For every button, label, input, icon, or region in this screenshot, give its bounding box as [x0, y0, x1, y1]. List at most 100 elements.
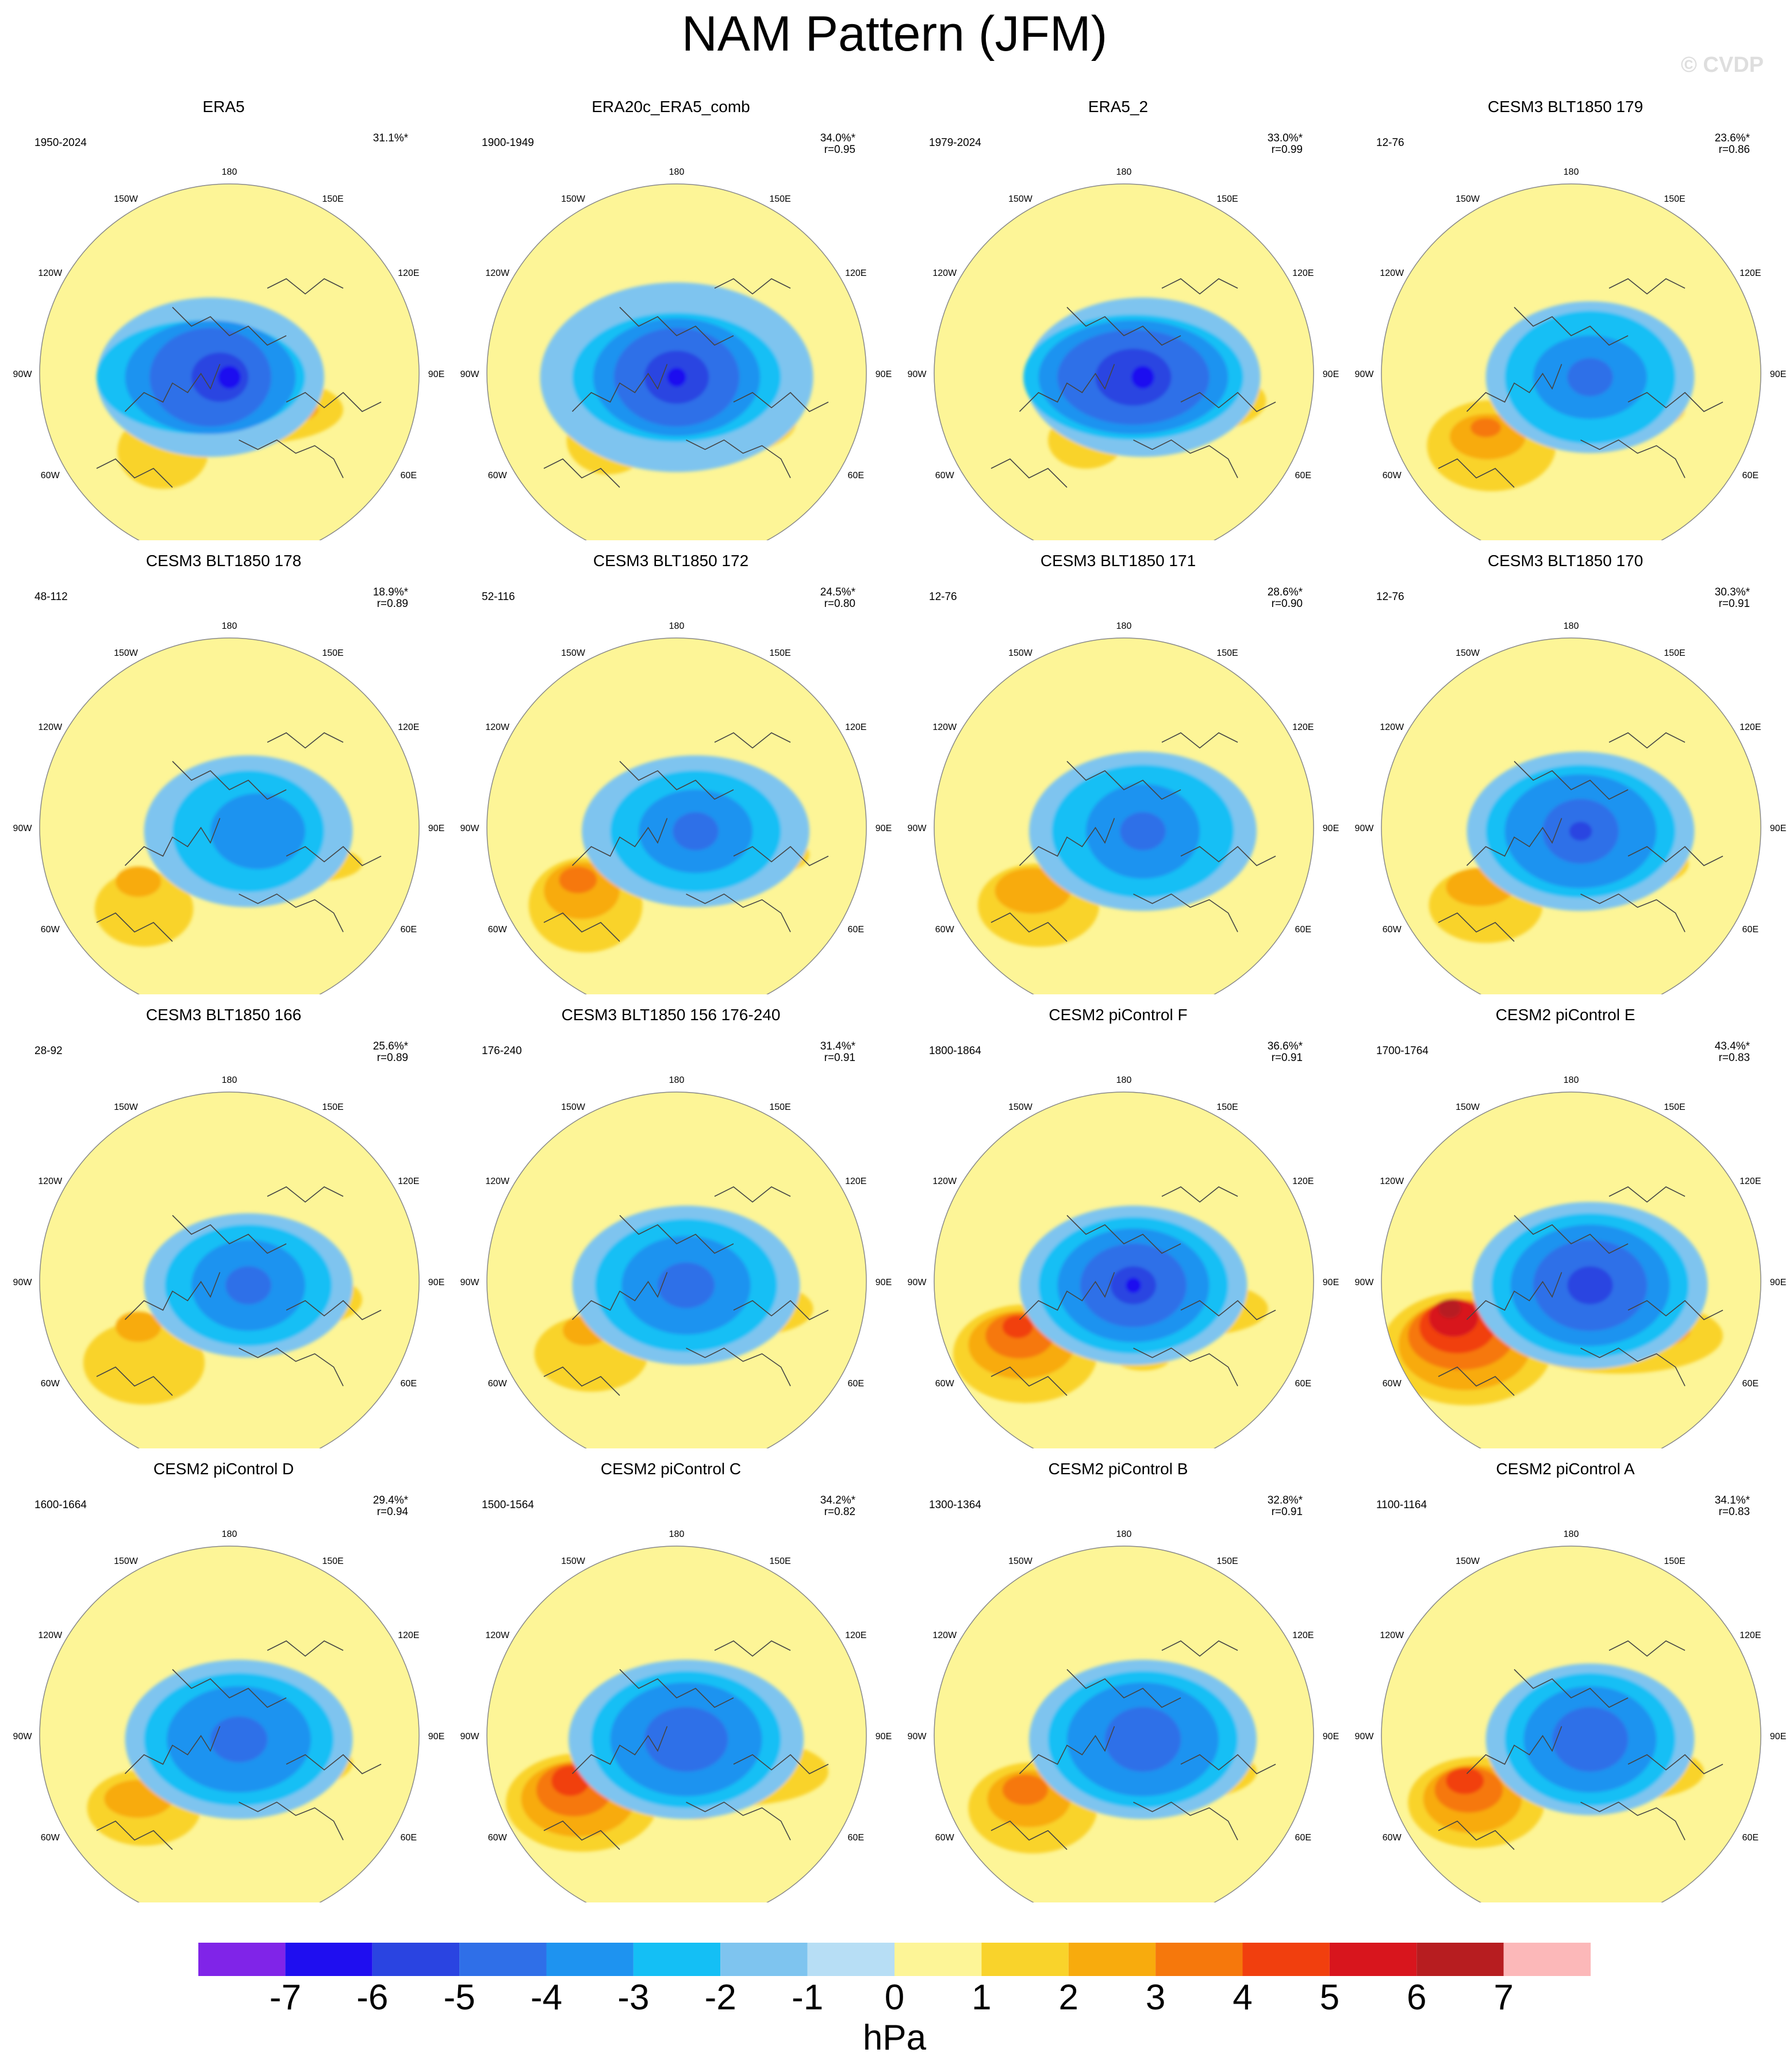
polar-map: 180150E120E90E60E30E030W60W90W120W150W: [908, 1529, 1339, 1902]
colorbar-swatch: [894, 1943, 982, 1976]
longitude-label: 180: [222, 621, 237, 631]
longitude-label: 90W: [460, 370, 480, 379]
longitude-label: 180: [669, 1075, 685, 1085]
panel-variance-pct: 34.0%*: [820, 132, 855, 144]
panel-variance-pct: 18.9%*: [373, 586, 408, 598]
longitude-label: 120W: [485, 1177, 510, 1186]
colorbar-tick-label: -7: [269, 1978, 301, 2017]
longitude-label: 180: [222, 167, 237, 177]
panel-title: ERA20c_ERA5_comb: [592, 98, 750, 116]
positive-anomaly: [1002, 1315, 1033, 1339]
longitude-label: 60W: [1383, 925, 1402, 935]
longitude-label: 150E: [1664, 1102, 1685, 1112]
longitude-label: 90E: [1770, 1278, 1786, 1287]
coastline: [1133, 1801, 1238, 1840]
panel-period: 1900-1949: [482, 137, 534, 149]
panel-title: CESM3 BLT1850 178: [145, 552, 302, 570]
longitude-label: 180: [1116, 1075, 1132, 1085]
coastline: [1180, 1300, 1276, 1320]
panel-title: ERA5_2: [1088, 98, 1149, 116]
coastline: [1514, 306, 1629, 346]
panel-period: 52-116: [482, 591, 515, 603]
longitude-label: 90E: [1323, 1278, 1339, 1287]
panel-correlation: r=0.90: [1271, 598, 1303, 610]
longitude-label: 150E: [1216, 1556, 1238, 1566]
map-boundary: [39, 183, 420, 540]
negative-anomaly: [644, 1707, 728, 1772]
longitude-label: 150E: [322, 648, 343, 658]
polar-map: 180150E120E90E60E30E030W60W90W120W150W: [1355, 621, 1786, 994]
colorbar-swatch: [1416, 1943, 1504, 1976]
coastline: [991, 912, 1068, 942]
longitude-label: 180: [669, 1529, 685, 1539]
positive-anomaly: [1438, 1299, 1461, 1318]
map-panel: CESM2 piControl F 1800-1864 36.6%* r=0.91 18…: [894, 994, 1342, 1448]
coastline: [239, 1347, 344, 1386]
colorbar-swatch: [285, 1943, 373, 1976]
coastline: [991, 458, 1068, 488]
coastline: [1066, 1214, 1181, 1254]
longitude-label: 150E: [1216, 648, 1238, 658]
longitude-label: 120E: [845, 1631, 866, 1640]
coastline: [1133, 439, 1238, 478]
longitude-label: 90W: [908, 1732, 927, 1742]
longitude-label: 120E: [845, 268, 866, 278]
coastline: [543, 1366, 620, 1396]
map-boundary: [934, 1546, 1314, 1902]
negative-anomaly: [210, 1716, 267, 1762]
longitude-label: 120E: [398, 722, 419, 732]
coastline: [686, 439, 791, 478]
coastline: [1438, 1820, 1515, 1850]
longitude-label: 90E: [1323, 370, 1339, 379]
colorbar-tick-label: -1: [792, 1978, 824, 2017]
longitude-label: 90W: [908, 824, 927, 833]
coastline: [124, 1272, 221, 1320]
coastline: [1019, 1272, 1115, 1320]
longitude-label: 120W: [485, 722, 510, 732]
longitude-label: 150W: [561, 1102, 586, 1112]
longitude-label: 90W: [908, 1278, 927, 1287]
positive-anomaly: [116, 1311, 162, 1342]
coastline: [286, 1754, 382, 1774]
longitude-label: 90E: [1770, 370, 1786, 379]
colorbar-swatch: [807, 1943, 894, 1976]
longitude-label: 180: [1564, 1075, 1579, 1085]
panel-correlation: r=0.86: [1718, 144, 1750, 156]
longitude-label: 120W: [1380, 268, 1404, 278]
longitude-label: 120W: [932, 1177, 957, 1186]
positive-anomaly: [83, 1321, 205, 1405]
colorbar-tick-label: 7: [1494, 1978, 1514, 2017]
longitude-label: 90E: [876, 1732, 892, 1742]
polar-map: 180150E120E90E60E30E030W60W90W120W150W: [908, 621, 1339, 994]
negative-anomaly: [1552, 1707, 1628, 1772]
longitude-label: 90W: [13, 370, 33, 379]
longitude-label: 60W: [41, 1379, 60, 1389]
coastline: [733, 845, 829, 866]
map-panel: CESM3 BLT1850 166 28-92 25.6%* r=0.89 180 150…: [0, 994, 447, 1448]
coastline: [286, 1300, 382, 1320]
coastline: [1580, 1801, 1686, 1840]
colorbar-tick-label: 3: [1145, 1978, 1166, 2017]
coastline: [172, 760, 287, 800]
panel-period: 12-76: [929, 591, 957, 603]
longitude-label: 60E: [1295, 1833, 1311, 1843]
colorbar-swatch: [720, 1943, 808, 1976]
longitude-label: 150W: [1456, 648, 1480, 658]
panel-variance-pct: 34.1%*: [1714, 1494, 1750, 1506]
longitude-label: 90E: [428, 824, 444, 833]
coastline: [1608, 732, 1686, 749]
panel-title: CESM3 BLT1850 170: [1487, 552, 1644, 570]
map-boundary: [486, 183, 867, 540]
longitude-label: 120E: [398, 1631, 419, 1640]
longitude-label: 60W: [1383, 1833, 1402, 1843]
longitude-label: 60E: [848, 925, 864, 935]
longitude-label: 60E: [1742, 471, 1759, 480]
coastline: [619, 760, 734, 800]
longitude-label: 60E: [401, 1379, 417, 1389]
longitude-label: 60E: [1295, 925, 1311, 935]
coastline: [96, 1366, 173, 1396]
colorbar-tick-label: 4: [1233, 1978, 1253, 2017]
coastline: [239, 1801, 344, 1840]
coastline: [1180, 845, 1276, 866]
panel-correlation: r=0.82: [824, 1506, 855, 1518]
